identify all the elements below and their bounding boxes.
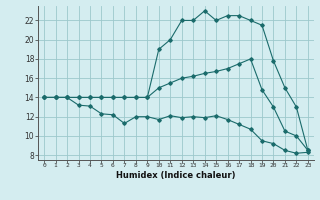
X-axis label: Humidex (Indice chaleur): Humidex (Indice chaleur) (116, 171, 236, 180)
